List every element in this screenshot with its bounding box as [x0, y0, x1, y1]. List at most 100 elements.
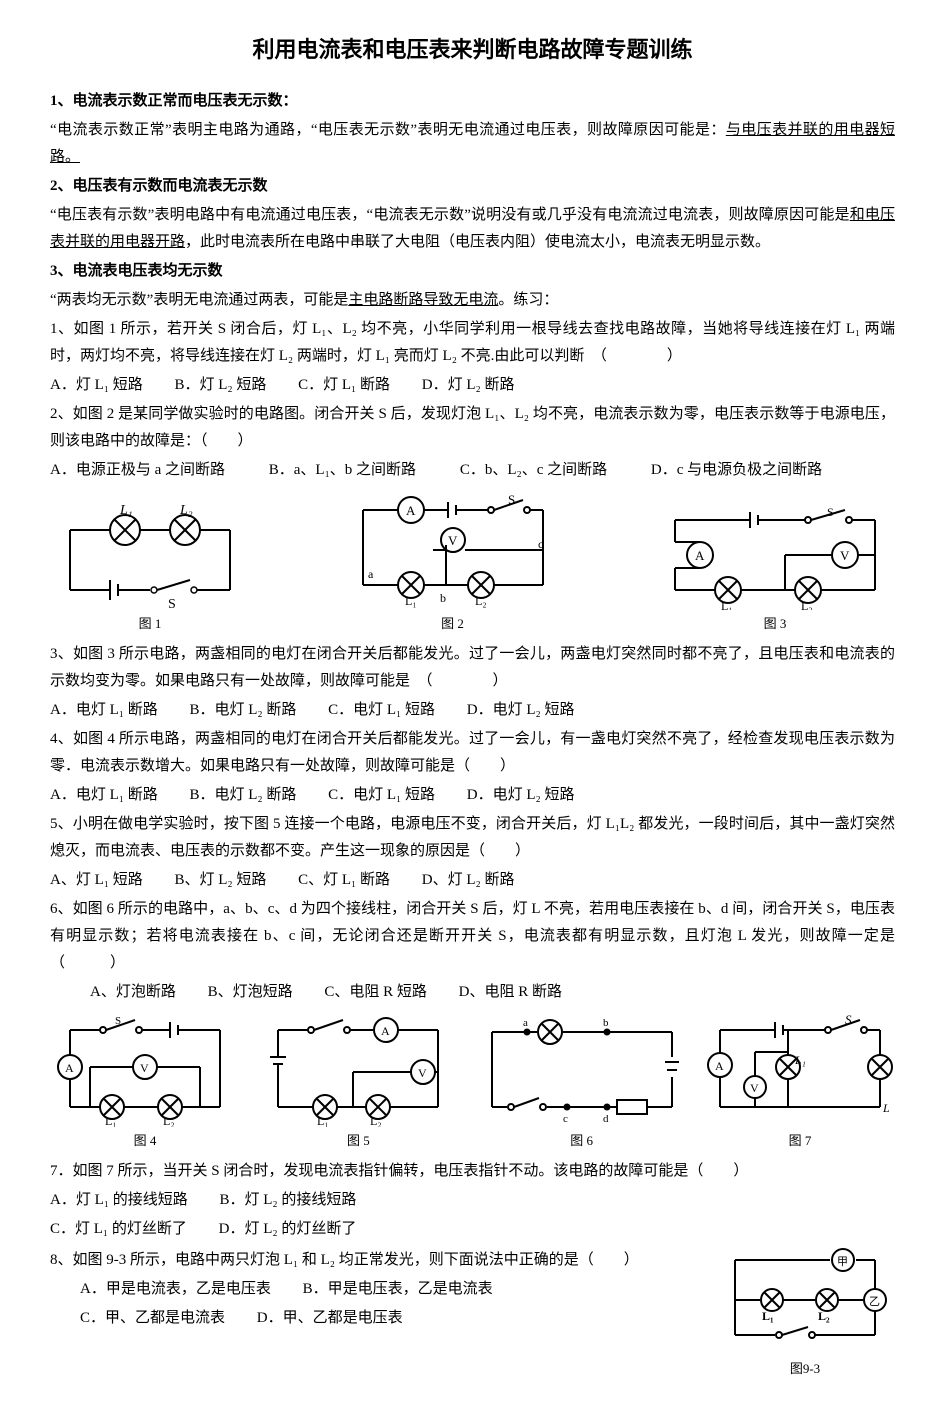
figure-3-label: 图 3 — [655, 612, 895, 635]
q8-opt-d: D．甲、乙都是电压表 — [257, 1305, 403, 1332]
svg-text:甲: 甲 — [837, 1256, 848, 1268]
figure-5: A V L₁ L₂ 图 5 — [258, 1012, 458, 1152]
figure-6-label: 图 6 — [477, 1129, 687, 1152]
svg-text:a: a — [523, 1017, 528, 1029]
svg-text:A: A — [406, 503, 416, 518]
q2-opt-a: A．电源正极与 a 之间断路 — [50, 457, 225, 484]
q7-text: 7．如图 7 所示，当开关 S 闭合时，发现电流表指针偏转，电压表指针不动。该电… — [50, 1158, 895, 1185]
svg-text:V: V — [140, 1061, 149, 1075]
svg-text:乙: 乙 — [869, 1295, 880, 1308]
svg-text:L₁: L₁ — [405, 594, 417, 608]
q8-options-2: C．甲、乙都是电流表 D．甲、乙都是电压表 — [80, 1305, 715, 1332]
q5-options: A、灯 L₁ 短路 B、灯 L₂ 短路 C、灯 L₁ 断路 D、灯 L₂ 断路 — [50, 867, 895, 894]
q1-opt-a: A．灯 L₁ 短路 — [50, 372, 143, 399]
s3-text: “两表均无示数”表明无电流通过两表，可能是 — [50, 292, 348, 308]
q8-text: 8、如图 9-3 所示，电路中两只灯泡 L₁ 和 L₂ 均正常发光，则下面说法中… — [50, 1247, 715, 1274]
q4-opt-a: A．电灯 L₁ 断路 — [50, 782, 158, 809]
figure-row-2: A V L₁ L₂ S 图 4 — [50, 1012, 895, 1152]
section-3-body: “两表均无示数”表明无电流通过两表，可能是主电路断路导致无电流。练习： — [50, 287, 895, 314]
q2-opt-b: B．a、L₁、b 之间断路 — [269, 457, 416, 484]
q6-options: A、灯泡断路 B、灯泡短路 C、电阻 R 短路 D、电阻 R 断路 — [90, 979, 895, 1006]
q3-options: A．电灯 L₁ 断路 B．电灯 L₂ 断路 C．电灯 L₁ 短路 D．电灯 L₂… — [50, 697, 895, 724]
svg-text:L₁: L₁ — [119, 503, 133, 518]
svg-text:L₁: L₁ — [762, 1309, 774, 1323]
q4-text: 4、如图 4 所示电路，两盏相同的电灯在闭合开关后都能发光。过了一会儿，有一盏电… — [50, 726, 895, 780]
q1-opt-b: B．灯 L₂ 短路 — [174, 372, 266, 399]
svg-text:V: V — [448, 533, 458, 548]
q5-opt-b: B、灯 L₂ 短路 — [174, 867, 266, 894]
q8-opt-a: A．甲是电流表，乙是电压表 — [80, 1276, 271, 1303]
svg-text:L₂: L₂ — [801, 599, 813, 610]
q5-opt-c: C、灯 L₁ 断路 — [298, 867, 390, 894]
q7-options-1: A．灯 L₁ 的接线短路 B．灯 L₂ 的接线短路 — [50, 1187, 895, 1214]
figure-7-label: 图 7 — [705, 1129, 895, 1152]
q3-text: 3、如图 3 所示电路，两盏相同的电灯在闭合开关后都能发光。过了一会儿，两盏电灯… — [50, 641, 895, 695]
svg-text:S: S — [168, 597, 176, 610]
svg-text:V: V — [418, 1066, 427, 1080]
figure-5-label: 图 5 — [258, 1129, 458, 1152]
q2-opt-d: D．c 与电源负极之间断路 — [651, 457, 822, 484]
figure-4-label: 图 4 — [50, 1129, 240, 1152]
svg-text:L₂: L₂ — [163, 1114, 175, 1127]
q2-options: A．电源正极与 a 之间断路 B．a、L₁、b 之间断路 C．b、L₂、c 之间… — [50, 457, 895, 484]
s3-underline: 主电路断路导致无电流 — [348, 292, 498, 308]
q4-options: A．电灯 L₁ 断路 B．电灯 L₂ 断路 C．电灯 L₁ 短路 D．电灯 L₂… — [50, 782, 895, 809]
q8-row: 8、如图 9-3 所示，电路中两只灯泡 L₁ 和 L₂ 均正常发光，则下面说法中… — [50, 1245, 895, 1380]
svg-text:A: A — [381, 1024, 390, 1038]
q2-opt-c: C．b、L₂、c 之间断路 — [460, 457, 607, 484]
q7-opt-a: A．灯 L₁ 的接线短路 — [50, 1187, 188, 1214]
figure-4: A V L₁ L₂ S 图 4 — [50, 1012, 240, 1152]
svg-text:L₂: L₂ — [475, 594, 487, 608]
svg-text:L₂: L₂ — [370, 1114, 382, 1127]
svg-text:a: a — [368, 567, 374, 581]
svg-text:L₁: L₁ — [721, 599, 733, 610]
q6-text: 6、如图 6 所示的电路中，a、b、c、d 为四个接线柱，闭合开关 S 后，灯 … — [50, 896, 895, 977]
svg-text:A: A — [695, 548, 705, 563]
section-3-head: 3、电流表电压表均无示数 — [50, 258, 895, 285]
svg-text:L₁: L₁ — [794, 1053, 806, 1067]
svg-text:L₁: L₁ — [105, 1114, 117, 1127]
svg-text:A: A — [65, 1061, 74, 1075]
figure-6: a b c d 图 6 — [477, 1012, 687, 1152]
section-1-head: 1、电流表示数正常而电压表无示数： — [50, 88, 895, 115]
s1-text: “电流表示数正常”表明主电路为通路，“电压表无示数”表明无电流通过电压表，则故障… — [50, 122, 726, 138]
q6-opt-a: A、灯泡断路 — [90, 979, 176, 1006]
figure-row-1: L₁ L₂ S 图 1 — [50, 490, 895, 635]
svg-text:b: b — [440, 591, 446, 605]
svg-text:L: L — [882, 1101, 890, 1115]
q7-opt-c: C．灯 L₁ 的灯丝断了 — [50, 1216, 187, 1243]
q6-opt-b: B、灯泡短路 — [208, 979, 293, 1006]
q7-options-2: C．灯 L₁ 的灯丝断了 D．灯 L₂ 的灯丝断了 — [50, 1216, 895, 1243]
svg-text:S: S — [115, 1015, 121, 1027]
section-2-head: 2、电压表有示数而电流表无示数 — [50, 173, 895, 200]
svg-text:L₂: L₂ — [179, 503, 193, 518]
q2-text: 2、如图 2 是某同学做实验时的电路图。闭合开关 S 后，发现灯泡 L₁、L₂ … — [50, 401, 895, 455]
figure-3: A V S L₁ L₂ 图 3 — [655, 500, 895, 635]
q7-opt-b: B．灯 L₂ 的接线短路 — [219, 1187, 356, 1214]
svg-text:S: S — [827, 505, 834, 519]
section-2-body: “电压表有示数”表明电路中有电流通过电压表，“电流表无示数”说明没有或几乎没有电… — [50, 202, 895, 256]
figure-2-label: 图 2 — [338, 612, 568, 635]
svg-text:V: V — [840, 548, 850, 563]
svg-text:L₁: L₁ — [317, 1114, 329, 1127]
s3-tail: 。练习： — [498, 292, 558, 308]
svg-text:S: S — [508, 492, 515, 507]
q8-options-1: A．甲是电流表，乙是电压表 B．甲是电压表，乙是电流表 — [80, 1276, 715, 1303]
q5-opt-d: D、灯 L₂ 断路 — [422, 867, 515, 894]
q5-opt-a: A、灯 L₁ 短路 — [50, 867, 143, 894]
q4-opt-d: D．电灯 L₂ 短路 — [467, 782, 575, 809]
figure-2: A V S a b c L₁ L₂ 图 2 — [338, 490, 568, 635]
q6-opt-c: C、电阻 R 短路 — [324, 979, 427, 1006]
q8-opt-b: B．甲是电压表，乙是电流表 — [303, 1276, 493, 1303]
q7-opt-d: D．灯 L₂ 的灯丝断了 — [219, 1216, 357, 1243]
svg-text:L₂: L₂ — [818, 1309, 830, 1323]
figure-9-3-label: 图9-3 — [715, 1357, 895, 1380]
q4-opt-b: B．电灯 L₂ 断路 — [189, 782, 296, 809]
page-title: 利用电流表和电压表来判断电路故障专题训练 — [50, 30, 895, 70]
svg-text:c: c — [563, 1113, 568, 1125]
q3-opt-c: C．电灯 L₁ 短路 — [328, 697, 435, 724]
figure-1-label: 图 1 — [50, 612, 250, 635]
q1-text: 1、如图 1 所示，若开关 S 闭合后，灯 L₁、L₂ 均不亮，小华同学利用一根… — [50, 316, 895, 370]
q3-opt-b: B．电灯 L₂ 断路 — [189, 697, 296, 724]
s2-text2: ，此时电流表所在电路中串联了大电阻（电压表内阻）使电流太小，电流表无明显示数。 — [185, 234, 770, 250]
